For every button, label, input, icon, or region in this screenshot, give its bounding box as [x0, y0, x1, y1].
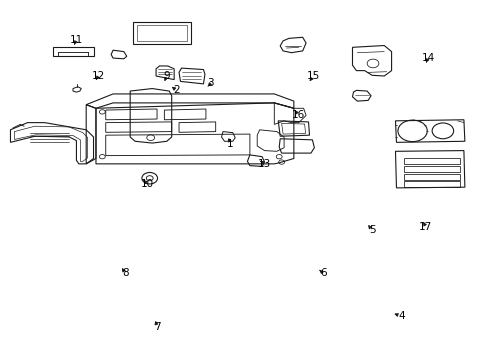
Text: 6: 6 — [320, 268, 326, 278]
Text: 13: 13 — [258, 159, 271, 169]
Text: 7: 7 — [154, 322, 160, 332]
Text: 16: 16 — [292, 111, 305, 121]
Text: 11: 11 — [70, 35, 83, 45]
Text: 14: 14 — [421, 53, 435, 63]
Text: 15: 15 — [307, 71, 320, 81]
Text: 5: 5 — [369, 225, 375, 235]
Text: 17: 17 — [419, 222, 432, 231]
Text: 4: 4 — [398, 311, 405, 321]
Text: 1: 1 — [227, 139, 234, 149]
Text: 2: 2 — [173, 85, 180, 95]
Text: 8: 8 — [122, 268, 128, 278]
Text: 12: 12 — [92, 71, 105, 81]
Text: 3: 3 — [207, 78, 214, 88]
Text: 9: 9 — [164, 71, 170, 81]
Text: 10: 10 — [141, 179, 154, 189]
